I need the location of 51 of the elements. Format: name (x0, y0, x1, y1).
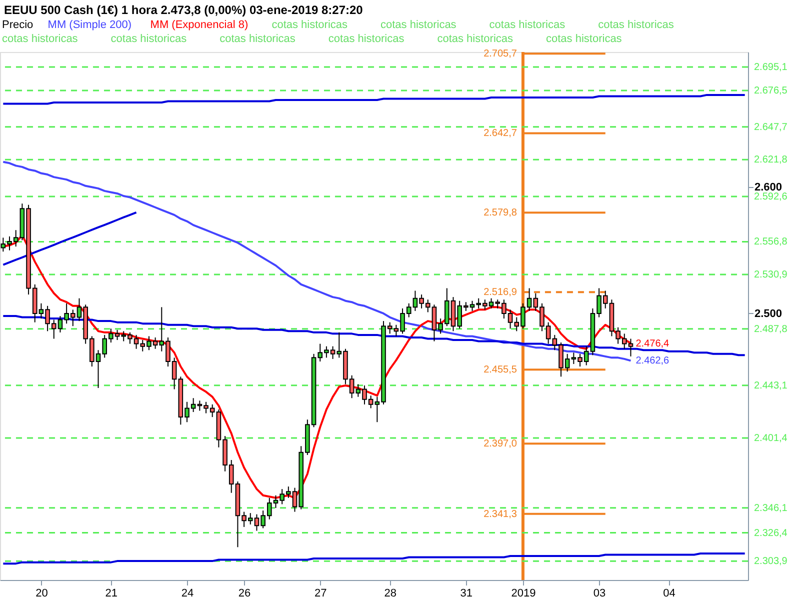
x-tick-label: 31 (460, 588, 473, 600)
data-label: 2.341,3 (484, 508, 518, 520)
x-tick-label: 21 (105, 588, 118, 600)
text: cotas historicas (328, 33, 405, 45)
x-tick-label: 28 (384, 588, 396, 600)
data-label: 2.397,0 (484, 438, 518, 450)
text: cotas historicas (489, 19, 566, 31)
data-label: 2.455,5 (484, 364, 518, 376)
ref-line-label: 2.346,1 (754, 502, 788, 514)
data-label: 2.642,7 (484, 128, 518, 140)
ref-line-label: 2.676,5 (754, 86, 788, 97)
x-tick-label: 24 (181, 588, 194, 600)
data-label: 2.705,7 (484, 48, 518, 60)
ref-line-label: 2.556,8 (754, 236, 788, 248)
ref-line-label: 2.647,7 (754, 122, 788, 133)
ref-line-label: 2.621,8 (754, 154, 788, 166)
text: cotas historicas (380, 19, 457, 31)
x-tick-label: 04 (663, 588, 676, 600)
x-tick-label: 03 (593, 588, 606, 600)
text: cotas historicas (437, 33, 514, 45)
data-label: 2.476,4 (636, 338, 670, 350)
line-series (2, 211, 138, 266)
x-tick-label: 2019 (511, 588, 536, 600)
line-series (2, 552, 746, 565)
text: MM (Exponencial 8) (150, 19, 248, 31)
text: cotas historicas (272, 19, 348, 31)
ref-line-label: 2.401,4 (754, 433, 788, 444)
text: Precio (2, 19, 34, 31)
ref-line-label: 2.695,1 (754, 62, 788, 74)
text: cotas historicas (598, 19, 674, 31)
data-label: 2.462,6 (636, 356, 670, 367)
ref-line-label: 2.303,9 (754, 556, 788, 568)
text: cotas historicas (220, 33, 296, 45)
text: cotas historicas (546, 33, 622, 45)
data-label: 2.579,8 (484, 208, 518, 219)
x-tick-label: 26 (238, 588, 251, 600)
text: cotas historicas (110, 33, 188, 45)
ref-line-label: 2.443,1 (754, 380, 788, 392)
x-tick-label: 27 (314, 588, 327, 600)
ref-line-label: 2.530,9 (754, 269, 788, 280)
text: MM (Simple 200) (48, 19, 132, 31)
x-tick-label: 20 (36, 588, 48, 600)
ref-line-label: 2.592,6 (754, 192, 788, 203)
text: cotas historicas (2, 33, 78, 45)
ref-line-label: 2.487,8 (754, 324, 788, 335)
ref-line-label: 2.326,4 (754, 528, 788, 539)
line-series (2, 94, 746, 105)
y-tick-label: 2.500 (754, 308, 782, 320)
y-tick-label: 2.600 (754, 182, 782, 194)
chart-title: EEUU 500 Cash (1€) 1 hora 2.473,8 (0,00%) 03-ene-2019 8:27:20 (4, 3, 364, 17)
data-label: 2.516,9 (484, 287, 518, 298)
